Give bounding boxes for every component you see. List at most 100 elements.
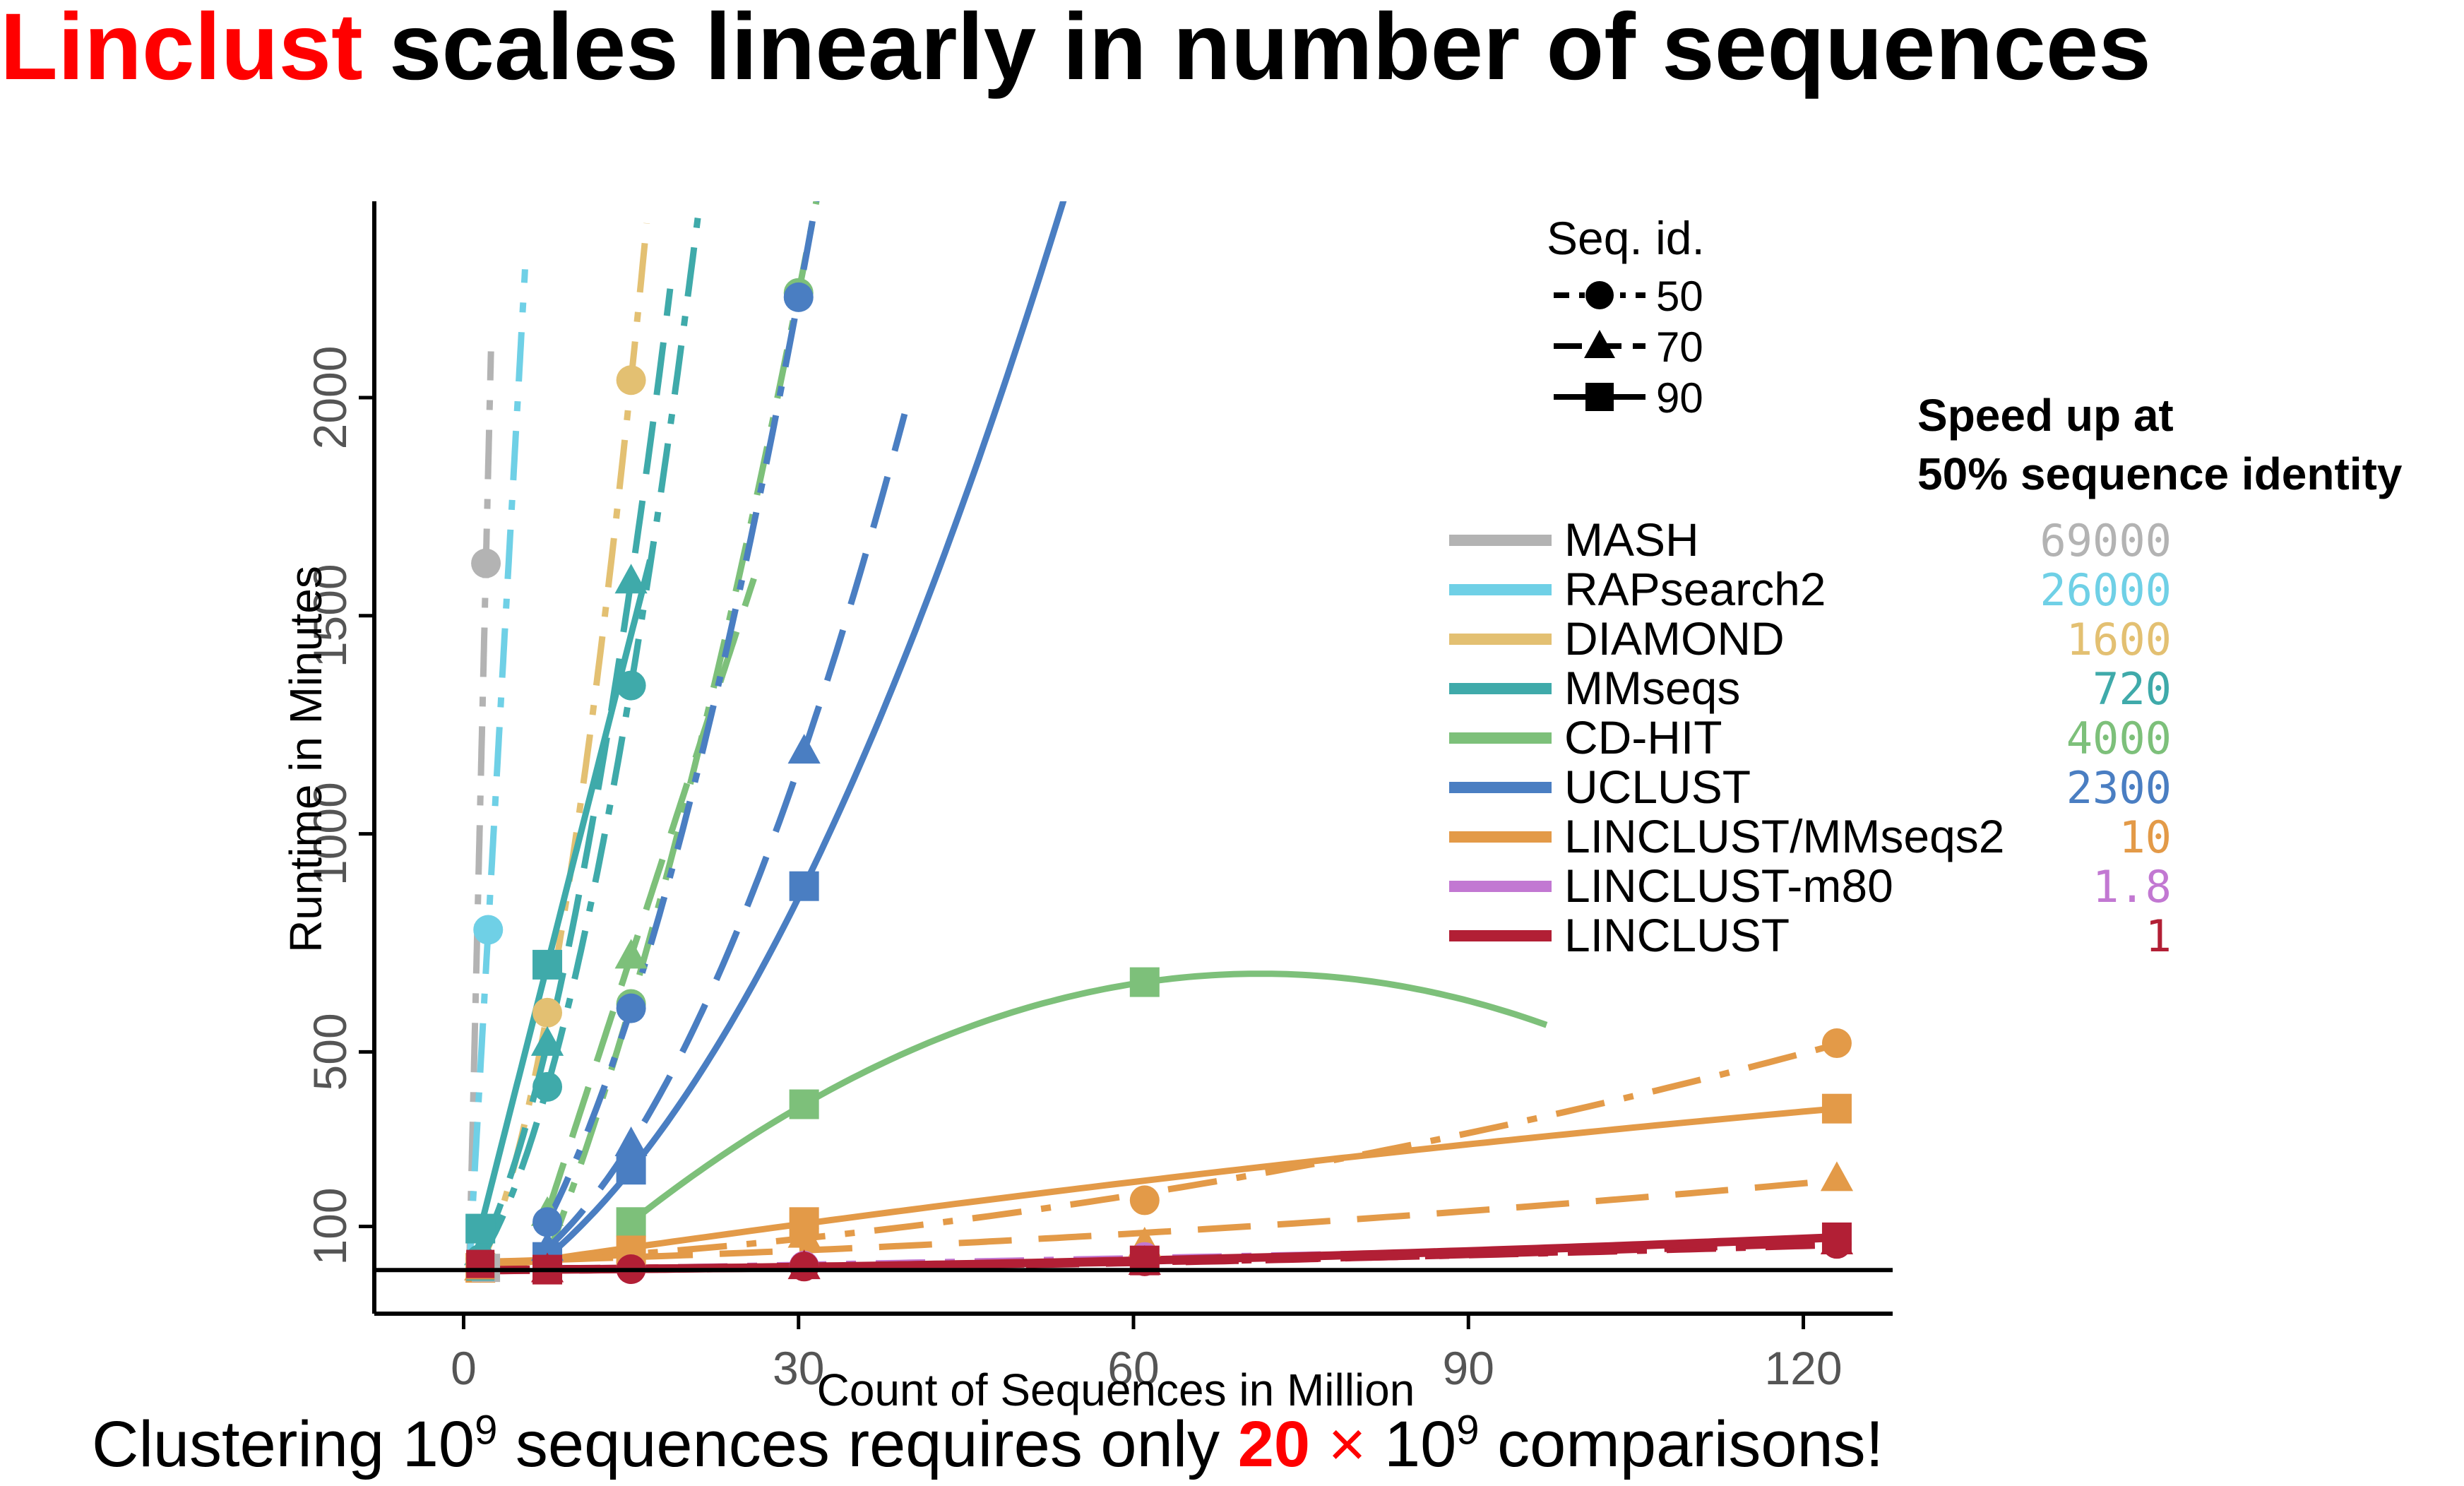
curve-cd-hit-90 — [629, 970, 1548, 1225]
method-legend-swatch — [1449, 782, 1552, 793]
method-legend-label: DIAMOND — [1564, 612, 1785, 665]
marker-origin-cluster — [466, 1249, 495, 1278]
marker-linclust-mmseqs2-90 — [1821, 1093, 1852, 1124]
speedup-value: 1.8 — [2093, 861, 2172, 913]
curve-mash-50 — [465, 351, 494, 1271]
x-tick-label: 0 — [451, 1342, 477, 1394]
marker-uclust-50 — [783, 282, 814, 312]
curve-cd-hit-70 — [544, 577, 757, 1215]
seqid-legend-marker-90 — [1585, 383, 1614, 411]
x-tick-label: 90 — [1443, 1342, 1494, 1394]
curve-linclust-mmseqs2-70 — [480, 1177, 1838, 1266]
speedup-value: 1 — [2145, 910, 2172, 962]
footer-exponent-2: 9 — [1456, 1407, 1480, 1454]
footer-text-1: Clustering 10 — [92, 1408, 475, 1480]
y-tick-label: 2000 — [304, 346, 356, 450]
speedup-value: 10 — [2119, 812, 2172, 863]
curve-linclust-90 — [547, 1232, 1838, 1274]
marker-uclust-90 — [616, 1155, 646, 1185]
x-axis-label: Count of Sequences in Million — [817, 1365, 1415, 1415]
speedup-value: 2300 — [2066, 762, 2172, 814]
page-title: Linclust scales linearly in number of se… — [0, 0, 2151, 95]
seqid-legend-label: 90 — [1656, 374, 1703, 422]
speedup-value: 69000 — [2040, 515, 2172, 566]
marker-cd-hit-90 — [1129, 967, 1160, 997]
marker-diamond-50 — [616, 365, 646, 396]
footer-highlight-number: 20 — [1237, 1408, 1311, 1480]
footer-text-4: comparisons! — [1479, 1408, 1884, 1480]
seqid-legend-marker-50 — [1585, 281, 1614, 309]
marker-uclust-70 — [614, 1126, 648, 1156]
seqid-legend-label: 70 — [1656, 323, 1703, 371]
method-legend-swatch — [1449, 831, 1552, 843]
marker-mmseqs-70 — [614, 564, 648, 594]
method-legend-swatch — [1449, 683, 1552, 694]
method-legend-label: UCLUST — [1564, 761, 1751, 813]
method-legend-swatch — [1449, 634, 1552, 645]
x-tick-label: 60 — [1107, 1342, 1159, 1394]
speedup-value: 720 — [2093, 663, 2172, 715]
curve-mmseqs-90 — [477, 559, 653, 1230]
y-axis-label: Runtime in Minutes — [280, 566, 331, 953]
method-legend-swatch — [1449, 881, 1552, 892]
marker-linclust-90 — [1821, 1222, 1852, 1252]
x-tick-label: 30 — [773, 1342, 824, 1394]
marker-mmseqs-70 — [530, 1026, 564, 1056]
marker-linclust-mmseqs2-90 — [789, 1207, 819, 1237]
seqid-legend-marker-70 — [1584, 330, 1615, 358]
curve-mmseqs-70 — [477, 288, 674, 1254]
seqid-legend-label: 50 — [1656, 273, 1703, 320]
curve-mmseqs-50 — [477, 201, 703, 1261]
speedup-title-line: 50% sequence identity — [1917, 448, 2403, 499]
method-legend-label: CD-HIT — [1564, 711, 1722, 763]
method-legend-label: LINCLUST-m80 — [1564, 860, 1893, 912]
y-tick-label: 1000 — [304, 782, 356, 886]
footer-text-3: 10 — [1383, 1408, 1457, 1480]
method-legend-swatch — [1449, 584, 1552, 595]
speedup-value: 1600 — [2066, 614, 2172, 665]
y-tick-label: 100 — [304, 1187, 356, 1265]
method-legend-swatch — [1449, 732, 1552, 744]
marker-mmseqs-90 — [532, 949, 563, 980]
y-tick-label: 500 — [304, 1013, 356, 1090]
y-tick-label: 1500 — [304, 564, 356, 667]
marker-uclust-50 — [616, 993, 646, 1023]
curve-uclust-50 — [544, 201, 820, 1224]
marker-mmseqs-50 — [532, 1071, 563, 1102]
seqid-legend-title: Seq. id. — [1547, 212, 1705, 264]
marker-uclust-50 — [532, 1207, 563, 1237]
curve-uclust-70 — [544, 412, 908, 1251]
title-rest: scales linearly in number of sequences — [362, 0, 2151, 100]
marker-diamond-50 — [532, 997, 563, 1028]
method-legend-label: MASH — [1564, 513, 1699, 566]
method-legend-swatch — [1449, 930, 1552, 941]
method-legend-swatch — [1449, 535, 1552, 546]
speedup-value: 4000 — [2066, 713, 2172, 764]
footer-times-sign: × — [1310, 1408, 1384, 1480]
speedup-title-line: Speed up at — [1917, 390, 2174, 441]
marker-linclust-mmseqs2-50 — [1129, 1185, 1160, 1215]
speedup-value: 26000 — [2040, 564, 2172, 616]
method-legend-label: MMseqs — [1564, 662, 1740, 714]
method-legend-label: RAPsearch2 — [1564, 563, 1826, 615]
marker-rapsearch2-50 — [473, 915, 504, 945]
footer-caption: Clustering 10 9 sequences requires only 2… — [92, 1409, 1883, 1480]
footer-text-2: sequences requires only — [497, 1408, 1238, 1480]
marker-cd-hit-90 — [789, 1089, 819, 1119]
curve-rapsearch2-50 — [465, 269, 528, 1271]
curve-linclust-mmseqs2-90 — [480, 1105, 1838, 1273]
title-highlight: Linclust — [0, 0, 363, 100]
marker-uclust-90 — [789, 871, 819, 901]
marker-mmseqs-50 — [616, 670, 646, 701]
marker-mmseqs-90 — [465, 1213, 496, 1244]
method-legend-label: LINCLUST/MMseqs2 — [1564, 810, 2005, 862]
marker-cd-hit-90 — [616, 1207, 646, 1237]
method-legend-label: LINCLUST — [1564, 909, 1790, 961]
marker-linclust-mmseqs2-50 — [1821, 1028, 1852, 1059]
curve-linclust-mmseqs2-50 — [480, 1041, 1838, 1268]
marker-cd-hit-70 — [614, 939, 648, 969]
marker-mash-50 — [471, 548, 501, 578]
marker-uclust-70 — [787, 734, 821, 764]
x-tick-label: 120 — [1764, 1342, 1842, 1394]
